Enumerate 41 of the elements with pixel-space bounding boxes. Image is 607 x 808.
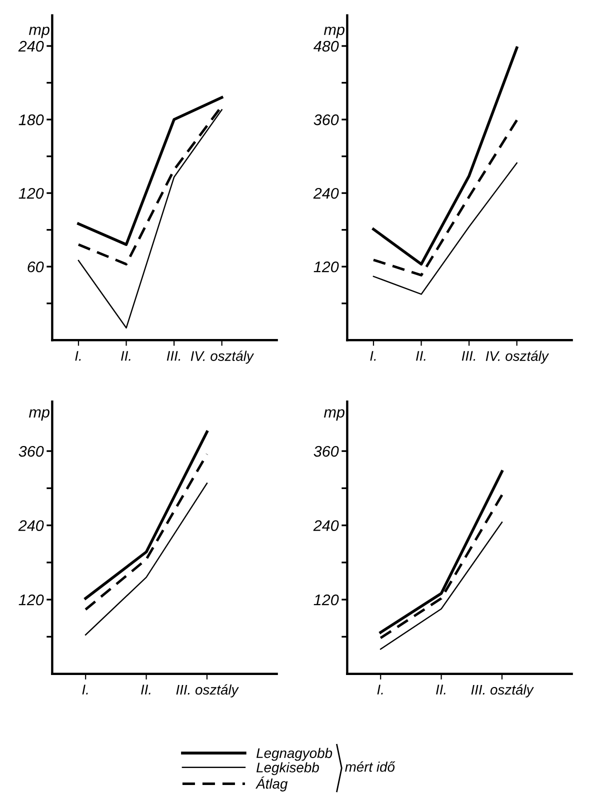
y-tick-label: 360: [314, 446, 339, 457]
line-series: [372, 46, 518, 266]
legend-label: Átlag: [256, 776, 288, 792]
y-axis-title: mp: [28, 26, 50, 38]
legend-label: Legkisebb: [256, 762, 319, 776]
x-tick-label: III.: [462, 351, 476, 361]
y-tick-label: 120: [314, 594, 339, 606]
text: mért idő: [345, 761, 396, 772]
x-tick-label: I.: [377, 684, 383, 694]
y-tick-label: 180: [18, 114, 44, 126]
x-tick-label: I.: [82, 684, 88, 694]
y-axis-title: mp: [324, 26, 344, 38]
x-tick-label: I.: [370, 351, 376, 361]
line-series: [78, 109, 222, 329]
y-tick-label: 240: [18, 40, 44, 52]
legend-label: Legnagyobb: [256, 748, 332, 761]
y-tick-label: 240: [313, 520, 339, 532]
x-tick-label: II.: [416, 351, 426, 361]
y-tick-label: 360: [18, 446, 44, 457]
x-tick-label: II.: [141, 684, 150, 694]
line-series: [372, 162, 518, 295]
x-tick-label: III. osztály: [176, 684, 239, 698]
x-tick-label: III. osztály: [471, 684, 534, 698]
y-axis-title: mp: [28, 409, 50, 421]
y-tick-label: 120: [314, 261, 339, 272]
y-tick-label: 120: [18, 594, 44, 606]
y-tick-label: 480: [313, 40, 339, 52]
y-tick-label: 60: [28, 261, 44, 272]
x-tick-label: IV. osztály: [190, 350, 254, 364]
x-tick-label: I.: [75, 351, 81, 361]
line-series: [77, 96, 224, 246]
line-series: [372, 118, 518, 276]
x-tick-label: II.: [436, 684, 446, 694]
y-tick-label: 360: [314, 114, 339, 126]
y-tick-label: 240: [18, 520, 44, 532]
x-tick-label: IV. osztály: [486, 350, 550, 364]
x-tick-label: II.: [121, 351, 130, 361]
y-tick-label: 120: [18, 188, 44, 199]
x-tick-label: III.: [166, 351, 180, 361]
y-axis-title: mp: [324, 409, 344, 421]
y-tick-label: 240: [313, 188, 339, 199]
